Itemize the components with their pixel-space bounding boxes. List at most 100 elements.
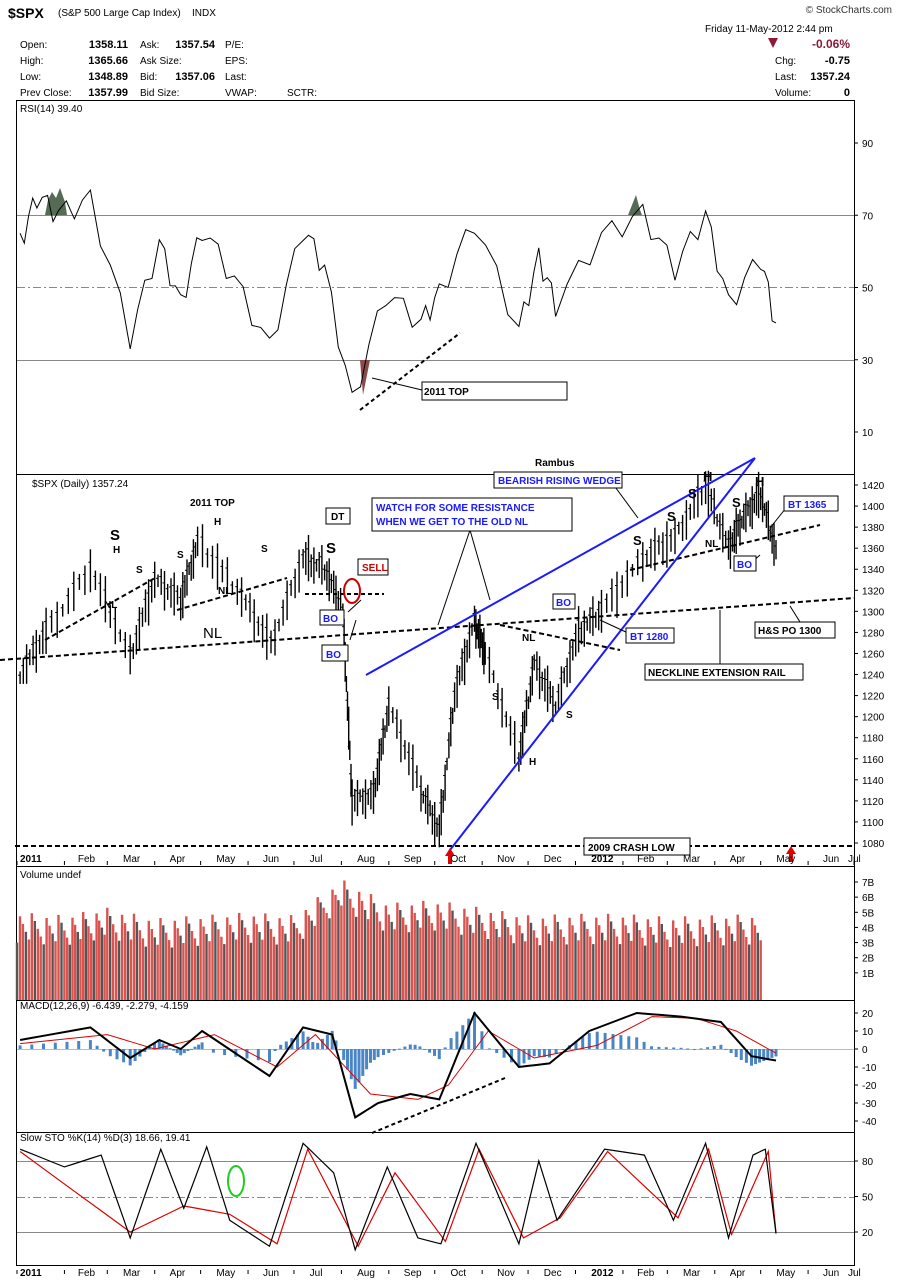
macd-histogram-bar — [532, 1049, 536, 1057]
pct-change: -0.06% — [812, 37, 850, 51]
label-bt1280: BT 1280 — [630, 632, 669, 643]
price-y-tick: 1380 — [862, 523, 885, 534]
macd-panel-frame — [16, 1000, 855, 1133]
volume-y-tick: 7B — [862, 878, 875, 889]
volume-bar — [226, 917, 229, 1000]
volume-bar — [672, 920, 675, 1000]
label-s: S — [177, 550, 184, 561]
macd-histogram-bar — [346, 1049, 349, 1070]
volume-bar — [30, 913, 33, 1000]
macd-histogram-bar — [376, 1049, 380, 1058]
x-axis-label: Mar — [123, 854, 141, 865]
volume-bar — [313, 925, 316, 1000]
label-crash-low: 2009 CRASH LOW — [588, 843, 675, 854]
volume-bar — [574, 932, 577, 1000]
volume-bar — [571, 925, 574, 1000]
volume-bar — [39, 936, 42, 1000]
volume-bar — [261, 939, 264, 1000]
volume-bar — [307, 915, 310, 1000]
volume-bar — [707, 942, 710, 1000]
volume-bar — [727, 926, 731, 1000]
neckline-3 — [499, 624, 621, 651]
volume-bar — [258, 932, 261, 1000]
macd-histogram-bar — [574, 1041, 578, 1049]
macd-histogram-bar — [338, 1049, 342, 1051]
macd-histogram-bar — [635, 1037, 639, 1049]
volume-bar — [54, 941, 57, 1000]
macd-y-tick: -10 — [862, 1063, 877, 1074]
x-axis-label: May — [776, 1268, 795, 1279]
volume-bar — [120, 914, 124, 1000]
label-h: H — [703, 469, 712, 484]
volume-bar — [655, 942, 658, 1000]
x-axis-label: Dec — [544, 854, 562, 865]
volume-bar — [719, 937, 722, 1000]
volume-bar — [701, 927, 705, 1000]
volume-y-tick: 4B — [862, 923, 875, 934]
x-axis-label: Feb — [78, 1268, 96, 1279]
volume-bar — [524, 941, 527, 1000]
rsi-line-layer — [19, 188, 777, 394]
volume-bar — [301, 938, 305, 1000]
volume-bar — [466, 916, 469, 1000]
prev-close-label: Prev Close: — [20, 88, 72, 99]
last-right-label: Last: — [775, 72, 797, 83]
macd-histogram-bar — [449, 1038, 453, 1049]
label-bo: BO — [326, 650, 341, 661]
macd-histogram-bar — [357, 1049, 361, 1083]
volume-bar — [331, 889, 334, 1000]
macd-histogram-bar — [161, 1043, 165, 1049]
label-bo: BO — [323, 614, 338, 625]
macd-histogram-bar — [510, 1049, 513, 1063]
x-axis-label: Aug — [357, 1268, 375, 1279]
volume-bar — [492, 921, 495, 1000]
neckline-1 — [44, 577, 156, 641]
macd-histogram-bar — [200, 1042, 204, 1049]
volume-bar — [87, 926, 90, 1000]
volume-bar — [609, 921, 613, 1000]
volume-bar — [328, 918, 331, 1000]
volume-bar — [106, 907, 109, 1000]
volume-bar — [57, 914, 60, 1000]
macd-histogram-bar — [330, 1030, 334, 1049]
macd-histogram-bar — [95, 1045, 99, 1049]
macd-histogram-bar — [301, 1031, 305, 1049]
volume-bar — [176, 928, 179, 1000]
bid-value: 1357.06 — [175, 71, 215, 83]
sto-y-tick: 20 — [862, 1228, 874, 1239]
volume-bar — [229, 924, 232, 1000]
volume-bar — [375, 912, 379, 1000]
macd-histogram-bar — [657, 1046, 661, 1049]
volume-bar — [372, 903, 376, 1000]
macd-histogram-bar — [88, 1040, 92, 1049]
volume-bar — [742, 929, 745, 1000]
macd-histogram-bar — [762, 1049, 766, 1061]
label-rambus: Rambus — [535, 458, 575, 469]
volume-bar — [396, 902, 399, 1000]
volume-bar — [638, 930, 641, 1000]
macd-histogram-bar — [455, 1031, 459, 1049]
x-axis-label: Jul — [310, 854, 323, 865]
volume-bar — [736, 914, 739, 1000]
macd-histogram-bar — [561, 1049, 565, 1050]
volume-bar — [185, 916, 188, 1000]
volume-bar — [103, 934, 106, 1000]
macd-histogram-bar — [182, 1049, 186, 1054]
volume-bar — [686, 923, 690, 1000]
volume-bar — [349, 898, 352, 1000]
volume-bar — [710, 915, 713, 1000]
volume-bar — [416, 920, 419, 1000]
volume-bar — [202, 926, 205, 1000]
volume-bar — [112, 924, 115, 1000]
volume-bar — [100, 927, 104, 1000]
bt1280-box — [625, 627, 675, 644]
macd-histogram-bar — [467, 1018, 471, 1049]
volume-bar — [319, 902, 322, 1000]
macd-histogram-bar — [168, 1048, 172, 1050]
macd-y-tick: 10 — [862, 1027, 874, 1038]
volume-bar — [223, 944, 226, 1000]
down-triangle-icon — [768, 38, 778, 48]
dt-box — [325, 507, 351, 525]
sell-circle — [343, 578, 361, 604]
macd-histogram-bar — [197, 1044, 201, 1049]
